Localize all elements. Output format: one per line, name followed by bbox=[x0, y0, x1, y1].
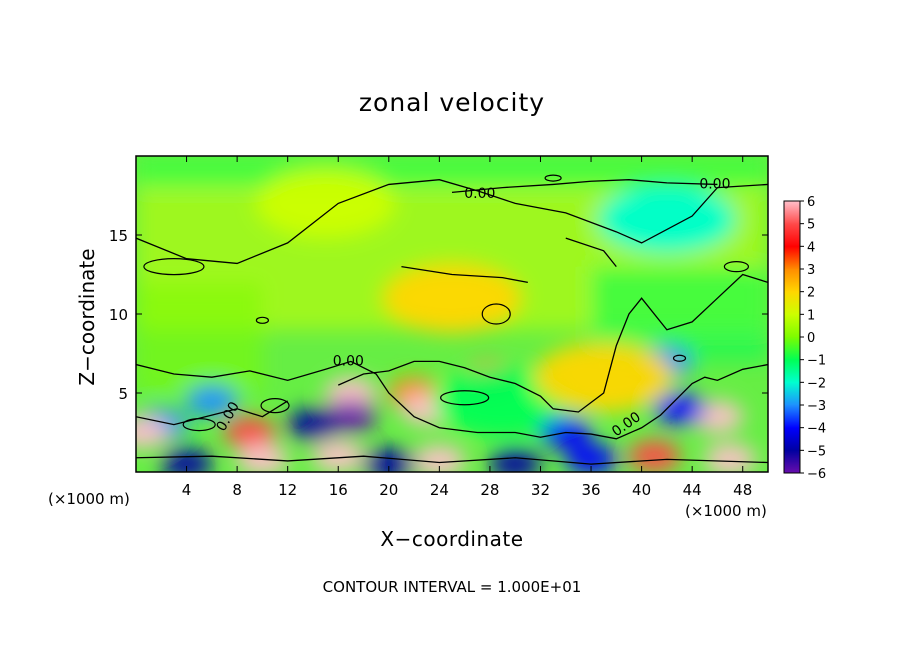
colorbar-segment bbox=[784, 269, 800, 293]
colorbar-segment bbox=[784, 405, 800, 429]
x-axis-title: X−coordinate bbox=[380, 527, 524, 551]
zero-contour-line bbox=[401, 265, 528, 284]
x-tick-label: 20 bbox=[379, 481, 398, 499]
field-band bbox=[136, 282, 263, 393]
colorbar-segment bbox=[784, 337, 800, 361]
field-feature bbox=[223, 416, 276, 449]
field-feature bbox=[413, 444, 466, 472]
x-unit-label-right: (×1000 m) bbox=[685, 502, 767, 520]
colorbar-tick-label: −2 bbox=[807, 376, 826, 391]
x-unit-label-left: (×1000 m) bbox=[48, 490, 130, 508]
x-tick-label: 28 bbox=[480, 481, 499, 499]
colorbar-tick-label: 6 bbox=[807, 195, 815, 210]
zero-contour-line bbox=[136, 400, 289, 426]
x-tick-label: 12 bbox=[278, 481, 297, 499]
colorbar-segment bbox=[784, 246, 800, 270]
plot-area: 0.000.000.000.00 0.00 bbox=[136, 156, 768, 472]
y-tick-label: 15 bbox=[109, 227, 128, 245]
colorbar-tick-label: −5 bbox=[807, 444, 826, 459]
field-feature bbox=[160, 448, 213, 472]
zero-contour-line bbox=[136, 455, 768, 465]
zero-contour-loop bbox=[260, 398, 290, 414]
contour-interval-note: CONTOUR INTERVAL = 1.000E+01 bbox=[322, 578, 582, 596]
zero-contour-loop bbox=[481, 303, 511, 325]
zero-contour-loop bbox=[143, 258, 205, 276]
colorbar-tick-label: −6 bbox=[807, 467, 826, 482]
zero-contour-line bbox=[337, 273, 768, 413]
field-feature bbox=[362, 448, 415, 472]
zero-contour-loop bbox=[182, 418, 216, 432]
colorbar-segment bbox=[784, 450, 800, 474]
field-feature bbox=[489, 448, 542, 472]
zero-contours: 0.000.000.000.00 0.00 bbox=[136, 174, 768, 465]
x-tick-label: 32 bbox=[531, 481, 550, 499]
x-tick-label: 24 bbox=[430, 481, 449, 499]
zero-contour-line bbox=[451, 179, 718, 193]
y-axis-title: Z−coordinate bbox=[75, 248, 99, 386]
x-tick-label: 8 bbox=[232, 481, 242, 499]
zero-contour-loop bbox=[255, 316, 269, 324]
field-feature bbox=[185, 384, 238, 417]
colorbar-tick-label: 3 bbox=[807, 263, 815, 278]
zero-contour-loop bbox=[544, 174, 562, 182]
colorbar-tick-label: −1 bbox=[807, 354, 826, 369]
chart-title: zonal velocity bbox=[358, 88, 546, 117]
contour-label: 0.00 bbox=[333, 353, 364, 369]
field-feature bbox=[596, 184, 737, 255]
colorbar-tick-label: 1 bbox=[807, 308, 815, 323]
colorbar-tick-label: 2 bbox=[807, 286, 815, 301]
field-feature bbox=[324, 377, 377, 409]
field-feature bbox=[286, 408, 339, 441]
colorbar-tick-label: 5 bbox=[807, 218, 815, 233]
colorbar-segment bbox=[784, 382, 800, 406]
y-tick-label: 10 bbox=[109, 306, 128, 324]
field-feature bbox=[533, 342, 674, 413]
field-feature bbox=[628, 440, 681, 472]
field-feature bbox=[136, 416, 169, 449]
field-feature bbox=[565, 443, 618, 472]
field-feature bbox=[312, 440, 365, 472]
field-feature bbox=[382, 263, 522, 334]
x-tick-label: 16 bbox=[329, 481, 348, 499]
colorbar-tick-label: −4 bbox=[807, 422, 826, 437]
zero-contour-line bbox=[136, 360, 768, 440]
x-tick-label: 36 bbox=[581, 481, 600, 499]
field-feature bbox=[255, 168, 396, 239]
colorbar-segment bbox=[784, 223, 800, 247]
field-feature bbox=[236, 443, 289, 472]
y-tick-label: 5 bbox=[118, 385, 128, 403]
colorbar-tick-label: 0 bbox=[807, 331, 815, 346]
contour-label: 0.00 bbox=[699, 176, 730, 192]
zero-contour-loop bbox=[672, 354, 687, 362]
y-axis: 5 10 15 bbox=[109, 227, 768, 403]
colorbar-segment bbox=[784, 359, 800, 383]
colorbar-segment bbox=[784, 427, 800, 451]
contour-label: 0.00 bbox=[464, 186, 495, 202]
zero-contour-line bbox=[136, 179, 768, 265]
x-tick-label: 44 bbox=[683, 481, 702, 499]
x-tick-label: 40 bbox=[632, 481, 651, 499]
x-tick-label: 48 bbox=[733, 481, 752, 499]
x-axis: 4 8 12 16 20 24 28 32 36 40 44 48 bbox=[182, 156, 752, 499]
field-feature bbox=[653, 392, 706, 425]
field-feature bbox=[704, 443, 757, 472]
colorbar-segment bbox=[784, 201, 800, 225]
colorbar-segment bbox=[784, 291, 800, 315]
zero-contour-loop bbox=[723, 261, 750, 273]
colorbar-segment bbox=[784, 314, 800, 338]
colorbar-tick-label: −3 bbox=[807, 399, 826, 414]
zero-contour-loop bbox=[440, 390, 490, 406]
x-tick-label: 4 bbox=[182, 481, 192, 499]
zero-contour-line bbox=[565, 237, 617, 268]
colorbar-tick-label: 4 bbox=[807, 240, 815, 255]
colorbar: 6 5 4 3 2 1 0 −1 −2 −3 −4 −5 −6 bbox=[783, 195, 826, 482]
